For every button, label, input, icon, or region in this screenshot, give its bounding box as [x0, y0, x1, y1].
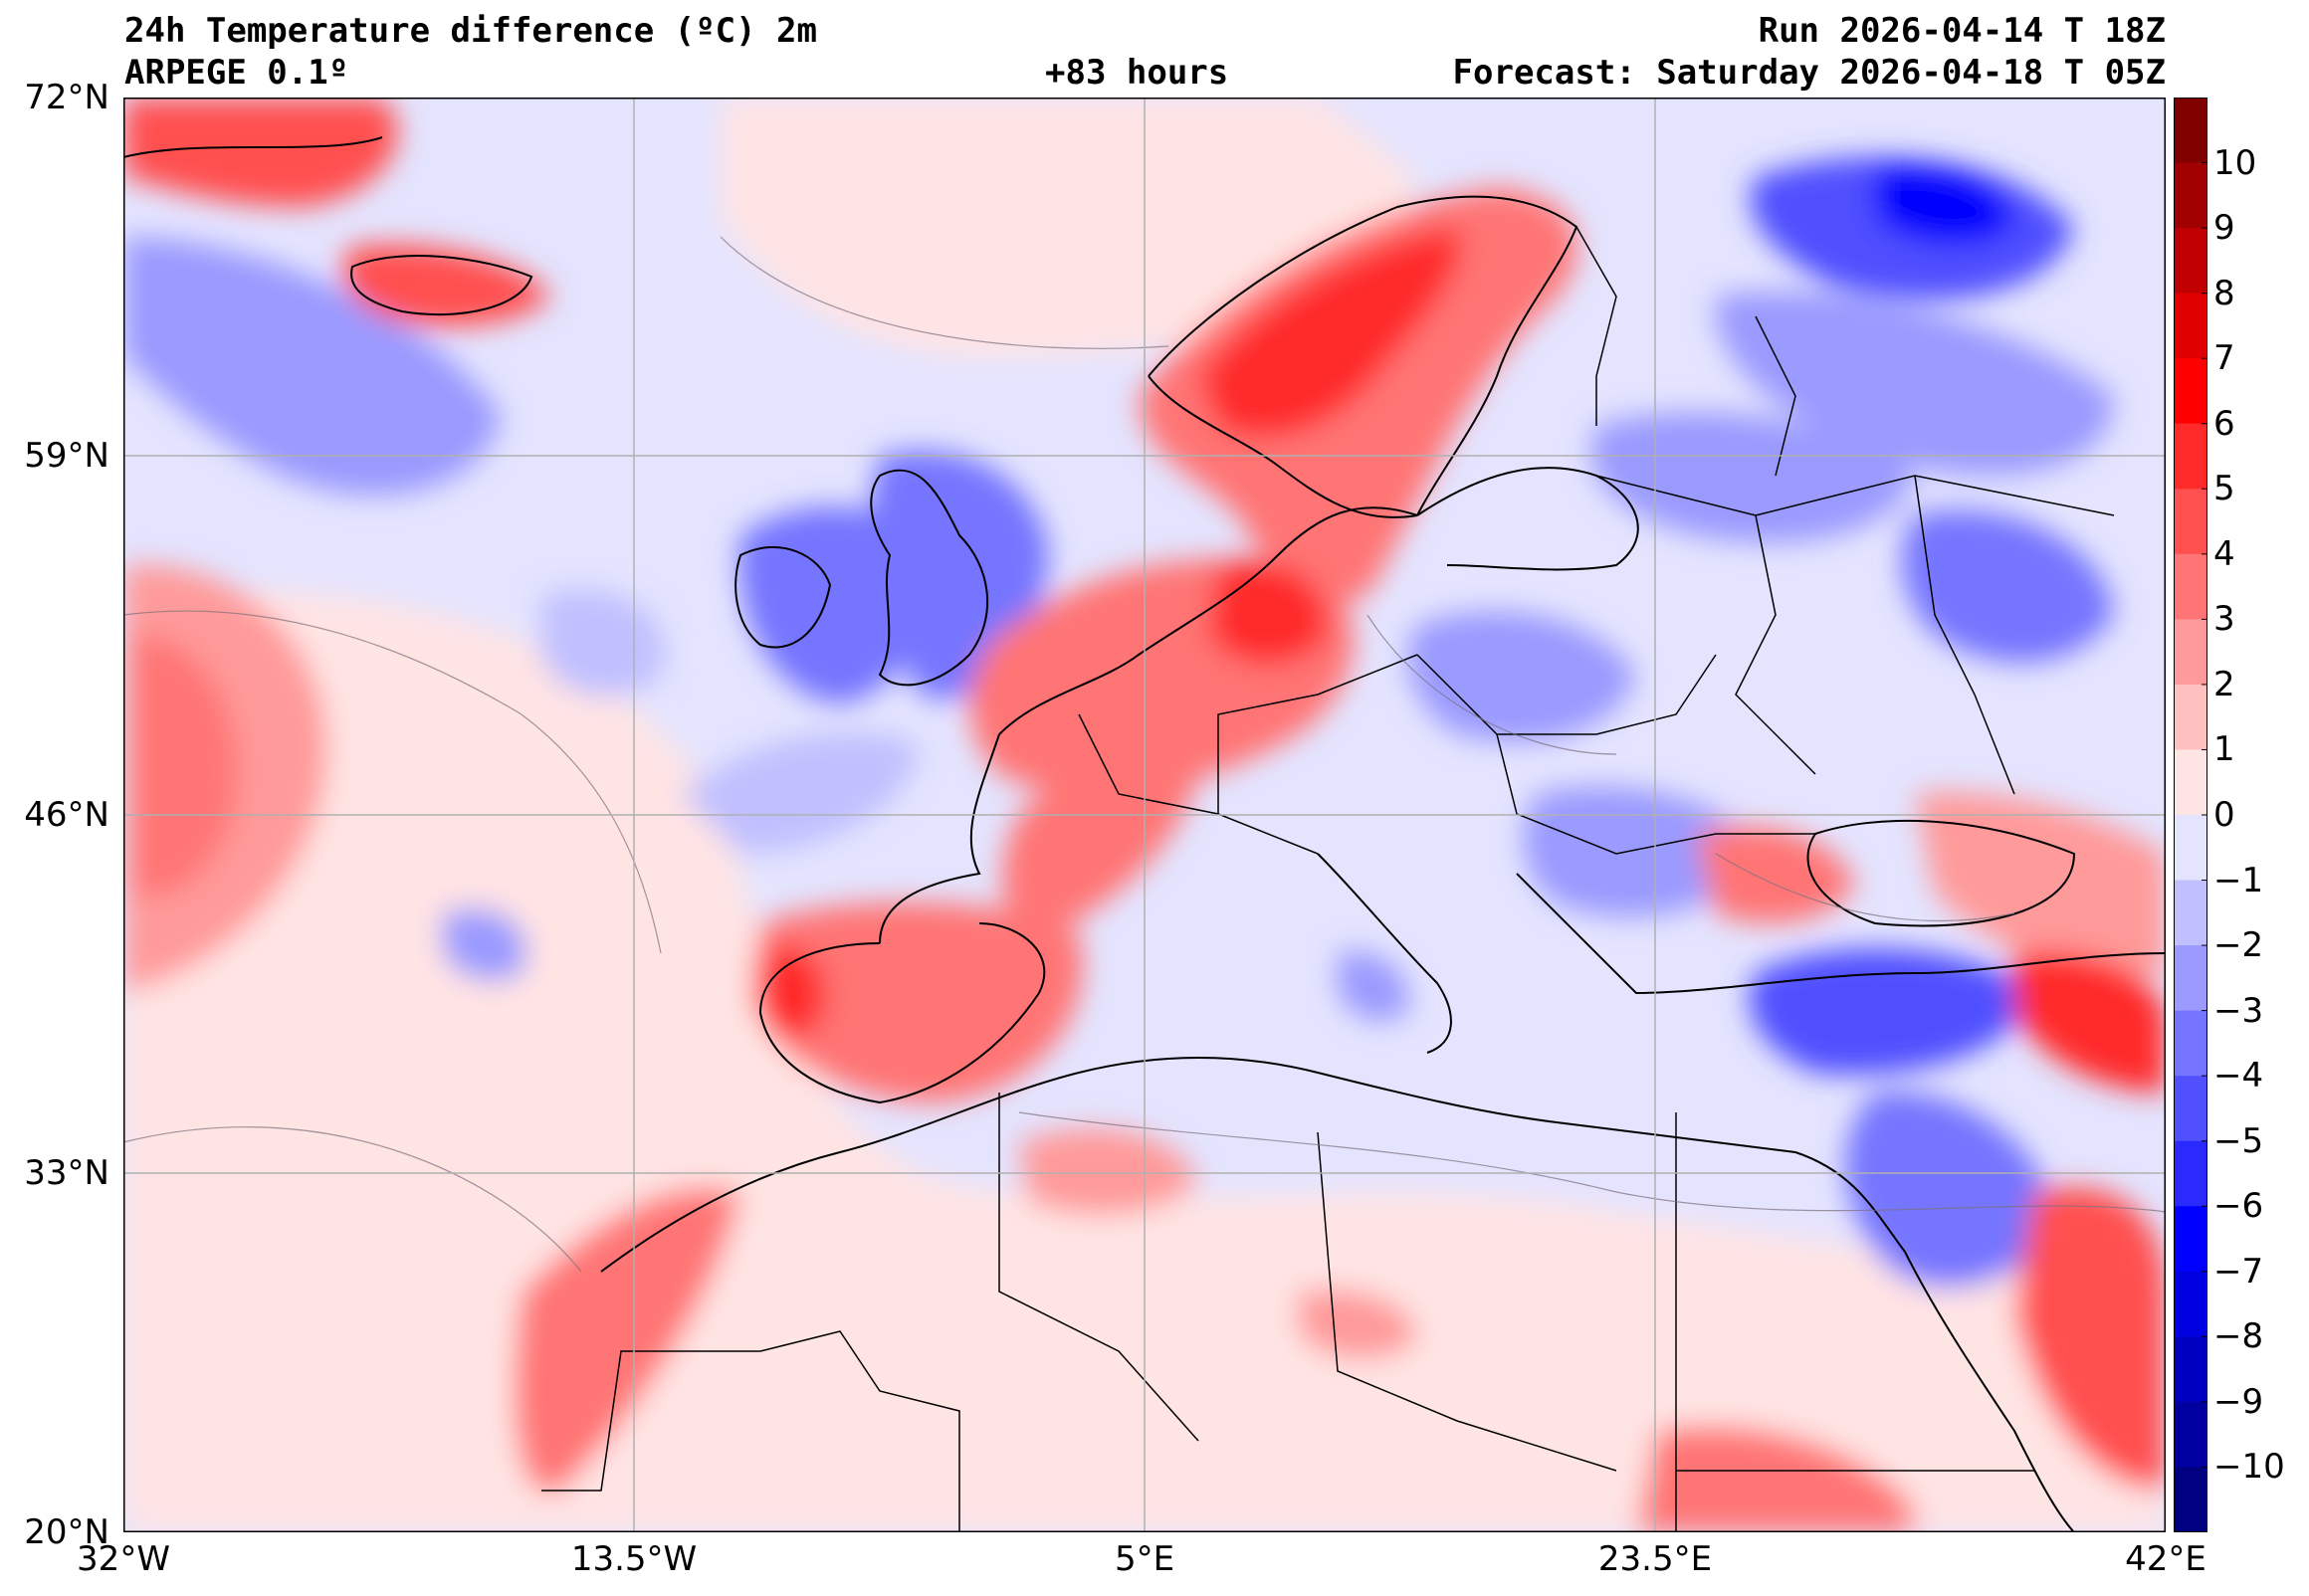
colorbar-swatch: [2174, 489, 2207, 555]
colorbar-swatch: [2174, 228, 2207, 295]
colorbar-swatch: [2174, 1467, 2207, 1532]
colorbar-swatch: [2174, 619, 2207, 686]
country-borders: [541, 226, 2115, 1532]
model-label: ARPEGE 0.1º: [124, 53, 349, 93]
lat-label-20n: 20°N: [24, 1512, 109, 1552]
colorbar-tick-label: 9: [2213, 208, 2235, 249]
colorbar-tick-label: −6: [2213, 1186, 2264, 1227]
colorbar-swatch: [2174, 98, 2207, 164]
colorbar-tick-label: −3: [2213, 990, 2264, 1031]
lon-label-32w: 32°W: [77, 1539, 170, 1579]
colorbar-tick-label: 1: [2213, 729, 2235, 770]
colorbar-tick-label: −7: [2213, 1251, 2264, 1292]
map-frame: [123, 98, 2166, 1532]
colorbar-tick-label: 2: [2213, 664, 2235, 704]
colorbar-tick-label: −2: [2213, 925, 2264, 966]
temperature-map: [123, 98, 2166, 1532]
colorbar-swatch: [2174, 1271, 2207, 1337]
colorbar-swatch: [2174, 162, 2207, 229]
colorbar-swatch: [2174, 684, 2207, 750]
colorbar-tick-label: −10: [2213, 1447, 2285, 1488]
lat-label-59n: 59°N: [24, 436, 109, 476]
colorbar-tick-label: −8: [2213, 1316, 2264, 1357]
colorbar-swatch: [2174, 1206, 2207, 1273]
lat-label-33n: 33°N: [24, 1153, 109, 1193]
lat-label-72n: 72°N: [24, 78, 109, 117]
colorbar-swatch: [2174, 1010, 2207, 1077]
colorbar-swatch: [2174, 358, 2207, 425]
lon-label-13-5w: 13.5°W: [570, 1539, 698, 1579]
colorbar-swatch: [2174, 815, 2207, 882]
colorbar-swatch: [2174, 1140, 2207, 1207]
run-label: Run 2026-04-14 T 18Z: [1758, 11, 2166, 51]
map-title: 24h Temperature difference (ºC) 2m: [124, 11, 817, 51]
contour-lines: [123, 236, 2166, 1273]
colorbar-tick-label: 7: [2213, 338, 2235, 379]
colorbar-swatch: [2174, 1336, 2207, 1403]
colorbar-tick-label: 8: [2213, 273, 2235, 313]
colorbar-tick-label: 3: [2213, 599, 2235, 640]
colorbar-tick-label: 5: [2213, 469, 2235, 509]
colorbar-swatch: [2174, 423, 2207, 490]
colorbar-tick-label: 4: [2213, 533, 2235, 574]
lon-label-23-5e: 23.5°E: [1597, 1539, 1713, 1579]
colorbar-tick-label: 0: [2213, 795, 2235, 835]
lon-label-5e: 5°E: [1114, 1539, 1175, 1579]
lon-label-42e: 42°E: [2125, 1539, 2206, 1579]
colorbar-tick-label: −4: [2213, 1056, 2264, 1097]
colorbar-swatch: [2174, 880, 2207, 946]
colorbar-swatch: [2174, 749, 2207, 816]
colorbar-swatch: [2174, 1076, 2207, 1142]
colorbar-tick-label: −1: [2213, 860, 2264, 900]
forecast-label: Forecast: Saturday 2026-04-18 T 05Z: [1452, 53, 2166, 93]
colorbar-tick-label: −9: [2213, 1381, 2264, 1422]
lead-time-label: +83 hours: [1045, 53, 1229, 93]
colorbar-swatch: [2174, 1401, 2207, 1468]
lat-label-46n: 46°N: [24, 795, 109, 835]
map-canvas: [123, 98, 2166, 1532]
colorbar-swatch: [2174, 945, 2207, 1012]
colorbar-tick-label: 10: [2213, 142, 2257, 183]
colorbar: [2174, 98, 2207, 1532]
coastlines: [123, 136, 2166, 1532]
colorbar-tick-label: −5: [2213, 1120, 2264, 1161]
colorbar-swatch: [2174, 293, 2207, 359]
colorbar-tick-label: 6: [2213, 403, 2235, 444]
graticule: [123, 98, 2166, 1532]
colorbar-swatch: [2174, 553, 2207, 620]
